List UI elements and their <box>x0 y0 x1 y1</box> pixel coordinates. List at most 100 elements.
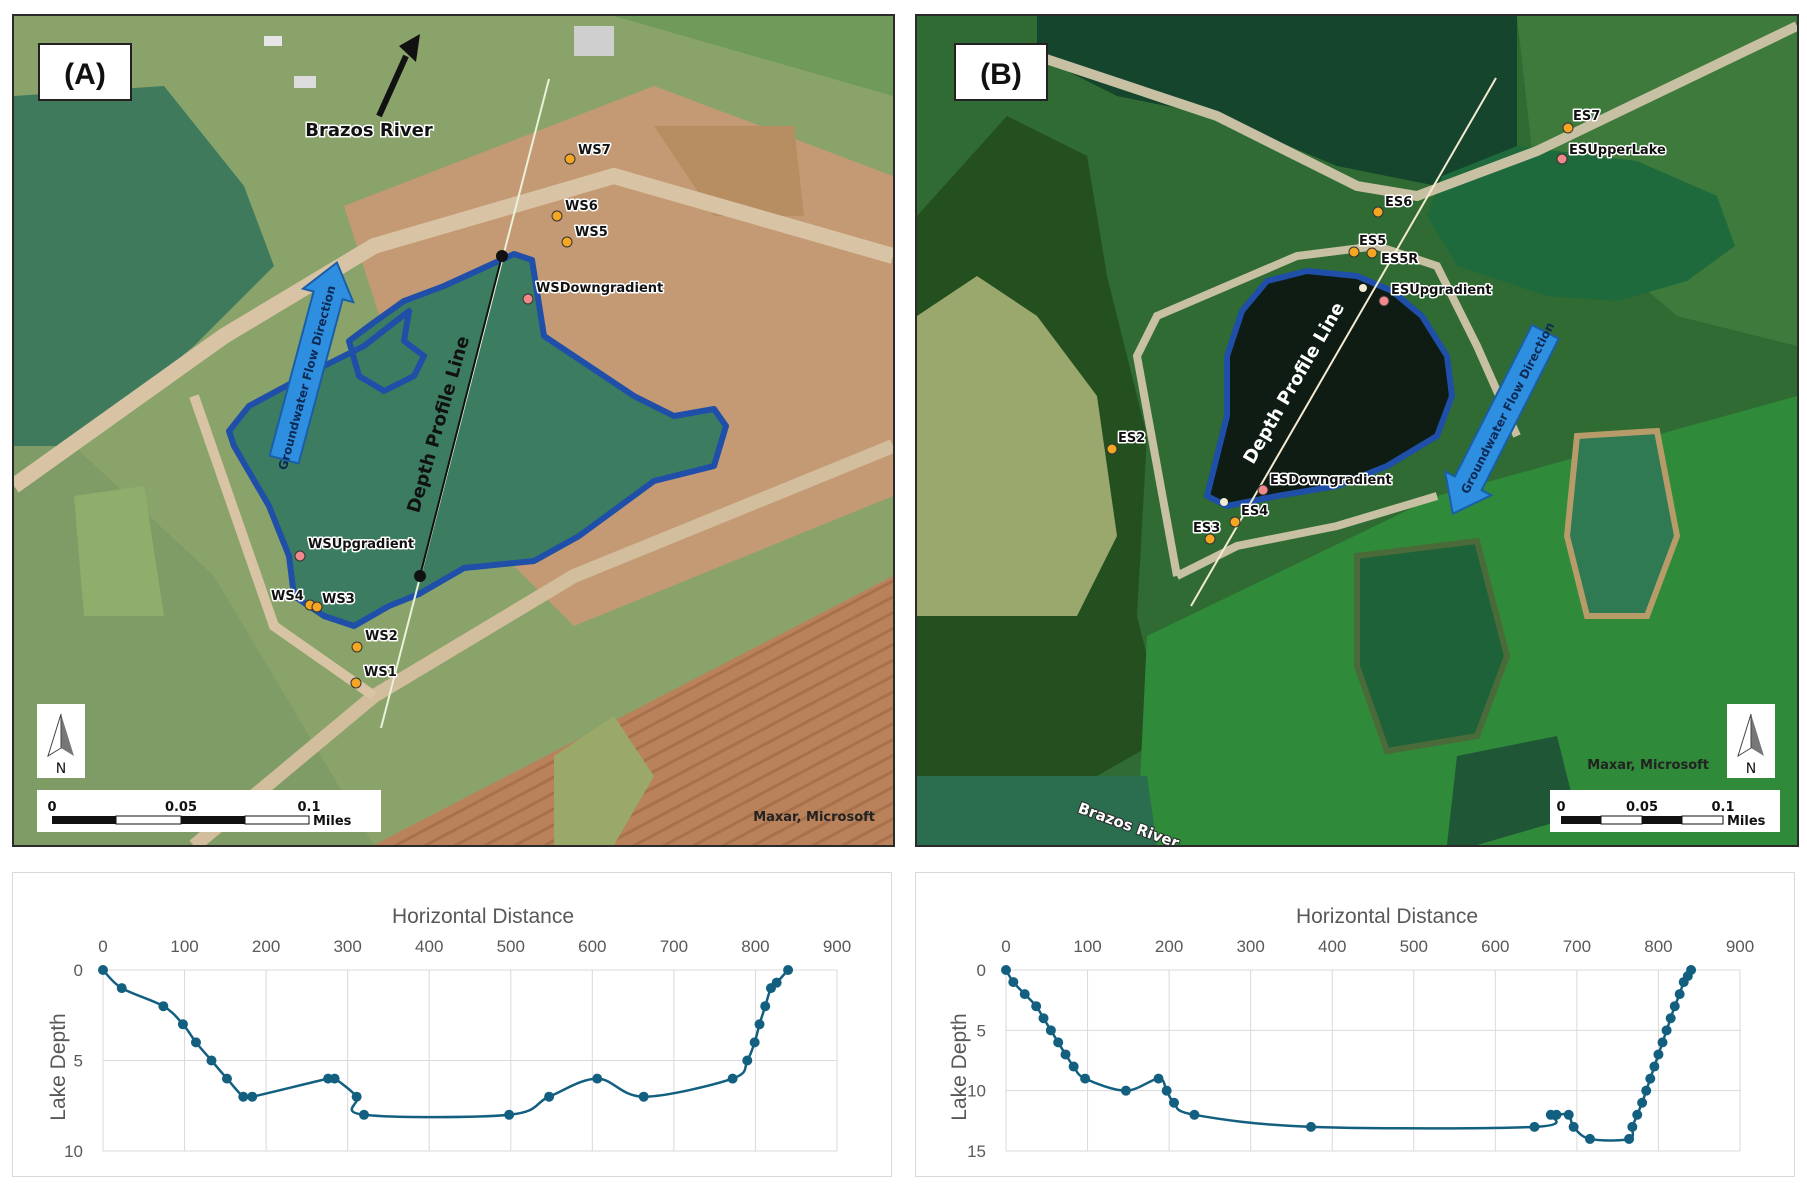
y-tick-label: 5 <box>977 1021 986 1040</box>
scale-segment <box>244 815 310 825</box>
point-label-ws1: WS1 <box>364 665 397 680</box>
data-point <box>1669 1001 1680 1012</box>
x-axis-title: Horizontal Distance <box>1296 905 1478 928</box>
x-tick-label: 900 <box>823 937 851 956</box>
data-point <box>1551 1109 1562 1120</box>
bare-ground-patch <box>654 126 804 216</box>
data-point <box>1068 1061 1079 1072</box>
x-tick-labels: 0 100 200 300 400 500 600 700 800 900 <box>1001 937 1754 956</box>
data-point <box>1053 1037 1064 1048</box>
point-label-ws6: WS6 <box>565 199 598 214</box>
data-point <box>238 1091 249 1102</box>
north-arrow-shape <box>1751 714 1764 756</box>
point-label-esupperlake: ESUpperLake <box>1569 143 1666 158</box>
y-axis-title: Lake Depth <box>47 1013 70 1120</box>
x-tick-label: 0 <box>98 937 107 956</box>
sample-point-ws6[interactable] <box>551 210 563 222</box>
scale-segment <box>1642 816 1682 824</box>
sample-point-esupperlake[interactable] <box>1556 153 1568 165</box>
data-point <box>749 1037 760 1048</box>
data-point <box>329 1073 340 1084</box>
data-point <box>1169 1097 1180 1108</box>
point-label-ws7: WS7 <box>578 143 611 158</box>
profile-line <box>419 255 503 577</box>
sample-point-ws2[interactable] <box>351 641 363 653</box>
series-line <box>1004 969 1693 1142</box>
sample-point-es3[interactable] <box>1204 533 1216 545</box>
scale-bar-box <box>37 790 381 832</box>
sample-point-ws5[interactable] <box>561 236 573 248</box>
data-point <box>1637 1097 1648 1108</box>
depth-profile-chart-b: Horizontal Distance Lake Depth 0 100 200 30… <box>948 905 1754 1161</box>
map-panel-a: Depth Profile Line Groundwater Flow Dire… <box>12 14 895 847</box>
y-tick-labels: 0 5 10 <box>64 961 83 1161</box>
point-label-es4: ES4 <box>1241 504 1268 519</box>
plowed-field <box>374 576 893 845</box>
north-label: N <box>56 761 66 777</box>
x-tick-label: 100 <box>170 937 198 956</box>
data-point <box>1674 989 1685 1000</box>
x-tick-labels: 0 100 200 300 400 500 600 700 800 900 <box>98 937 851 956</box>
scale-bar-box <box>1550 790 1780 832</box>
profile-line-endpoint <box>1359 284 1367 292</box>
data-point <box>247 1091 258 1102</box>
map-panel-b: Depth Profile Line Groundwater Flow Dire… <box>915 14 1799 847</box>
scale-tick-label: 0.1 <box>1711 800 1734 815</box>
arrow-shape <box>268 260 355 465</box>
data-point <box>1686 965 1697 975</box>
sample-point-es5r[interactable] <box>1366 247 1378 259</box>
sample-point-esupgradient[interactable] <box>1378 295 1390 307</box>
x-axis-title: Horizontal Distance <box>392 905 574 928</box>
point-label-esupgradient: ESUpgradient <box>1391 283 1492 298</box>
dirt-road-loop <box>1132 241 1521 577</box>
sample-point-es2[interactable] <box>1106 443 1118 455</box>
x-tick-label: 700 <box>1563 937 1591 956</box>
river <box>917 776 1157 845</box>
sample-point-esdowngradient[interactable] <box>1257 484 1269 496</box>
field-green-patch <box>554 716 654 845</box>
data-series <box>98 965 794 1120</box>
building <box>264 36 282 46</box>
sample-point-ws7[interactable] <box>564 153 576 165</box>
dirt-road-north <box>1035 21 1797 202</box>
data-point <box>177 1019 188 1030</box>
pond <box>1447 736 1577 845</box>
sample-point-wsupgradient[interactable] <box>294 550 306 562</box>
data-point <box>1008 977 1019 988</box>
point-label-esdowngradient: ESDowngradient <box>1270 473 1392 488</box>
data-series <box>1001 965 1697 1144</box>
data-point <box>1632 1109 1643 1120</box>
data-point <box>1161 1085 1172 1096</box>
pond <box>1354 537 1511 755</box>
north-arrow: N <box>1727 704 1775 778</box>
lake-outline <box>1204 268 1455 509</box>
left-pond <box>14 86 274 446</box>
sample-point-es4[interactable] <box>1229 516 1241 528</box>
data-point <box>1624 1133 1635 1144</box>
panel-label-box <box>954 43 1048 101</box>
data-point <box>1306 1121 1317 1132</box>
x-tick-label: 100 <box>1073 937 1101 956</box>
scale-unit: Miles <box>1727 814 1766 829</box>
sample-point-es6[interactable] <box>1372 206 1384 218</box>
map-b-canvas: Depth Profile Line Groundwater Flow Dire… <box>917 16 1797 845</box>
sample-point-ws1[interactable] <box>350 677 362 689</box>
data-point <box>358 1109 369 1120</box>
profile-line-endpoint <box>496 250 508 262</box>
x-tick-label: 300 <box>1236 937 1264 956</box>
data-point <box>544 1091 555 1102</box>
data-point <box>1120 1085 1131 1096</box>
sample-points-b: ES7 ESUpperLake ES6 ES5 ES5R ESUpgradien… <box>1106 108 1667 545</box>
data-point <box>1627 1121 1638 1132</box>
sample-point-ws3[interactable] <box>311 601 323 613</box>
data-point <box>754 1019 765 1030</box>
scale-tick-label: 0.05 <box>165 800 197 815</box>
point-label-es2: ES2 <box>1118 431 1145 446</box>
sample-point-es5[interactable] <box>1348 246 1360 258</box>
sample-point-es7[interactable] <box>1562 122 1574 134</box>
chart-grid <box>1005 969 1741 1152</box>
data-point <box>1001 965 1011 975</box>
sample-point-wsdowngradient[interactable] <box>522 293 534 305</box>
dirt-road-west <box>189 394 377 701</box>
x-tick-label: 200 <box>252 937 280 956</box>
